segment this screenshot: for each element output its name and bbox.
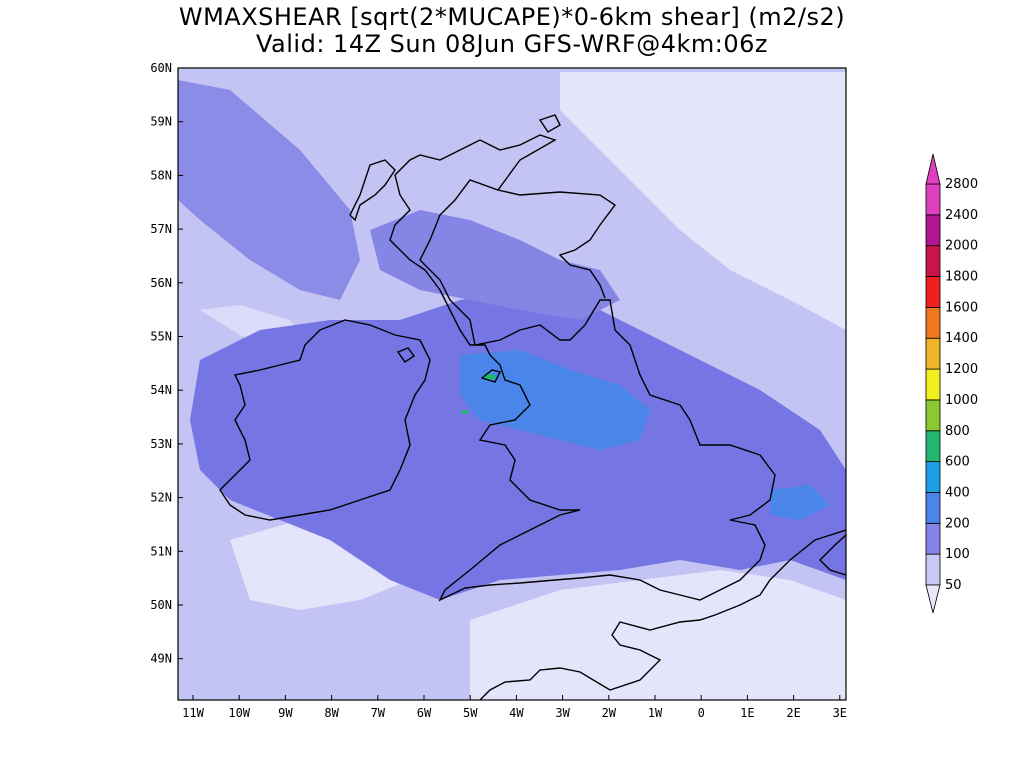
lon-tick-label: 7W [371, 706, 386, 720]
colorbar: 50 100 200 400 600 800 1000 1200 1400 1600 1800 200… [925, 153, 978, 614]
lat-tick-label: 52N [150, 491, 172, 505]
lat-tick-label: 53N [150, 437, 172, 451]
lon-tick-label: 4W [509, 706, 524, 720]
map-subtitle: Valid: 14Z Sun 08Jun GFS-WRF@4km:06z [256, 30, 768, 58]
colorbar-segment [925, 399, 941, 432]
colorbar-segment [925, 461, 941, 493]
lat-tick-label: 54N [150, 383, 172, 397]
map-title: WMAXSHEAR [sqrt(2*MUCAPE)*0-6km shear] (… [178, 3, 846, 31]
lough-neagh [396, 347, 416, 363]
longitude-axis: 11W 10W 9W 8W 7W 6W 5W 4W 3W 2W 1W 0 1E 2E 3E [182, 695, 847, 720]
field-region-blue-small [770, 485, 830, 520]
colorbar-label: 200 [945, 516, 970, 531]
colorbar-segment [925, 245, 941, 277]
colorbar-segment [925, 553, 941, 586]
coastline-great-britain [389, 134, 776, 602]
lon-tick-label: 11W [182, 706, 204, 720]
colorbar-segment [925, 368, 941, 401]
lon-tick-label: 3E [833, 706, 847, 720]
lon-tick-label: 1E [740, 706, 754, 720]
shear-field [178, 68, 846, 700]
lat-tick-label: 51N [150, 544, 172, 558]
lon-tick-label: 3W [555, 706, 570, 720]
lat-tick-label: 50N [150, 598, 172, 612]
coastlines [219, 114, 846, 700]
lon-tick-label: 8W [324, 706, 339, 720]
lat-tick-label: 55N [150, 330, 172, 344]
colorbar-segment [925, 276, 941, 308]
coastline-hebrides [349, 159, 396, 222]
lon-tick-label: 10W [228, 706, 250, 720]
colorbar-label: 1600 [945, 300, 978, 315]
coastline-netherlands [819, 534, 846, 576]
colorbar-upper-arrow [925, 153, 941, 185]
colorbar-label: 2000 [945, 239, 978, 254]
coastline-scotland-east [497, 189, 617, 299]
field-region-light-ne [560, 72, 846, 330]
colorbar-segment [925, 214, 941, 247]
colorbar-label: 100 [945, 547, 970, 562]
field-region-medium-central [190, 290, 846, 600]
colorbar-segment [925, 337, 941, 370]
coastline-ireland [219, 319, 431, 521]
colorbar-label: 2400 [945, 208, 978, 223]
lon-tick-label: 9W [278, 706, 293, 720]
colorbar-segment [925, 183, 941, 216]
lon-tick-label: 2E [786, 706, 800, 720]
colorbar-segment [925, 522, 941, 555]
lon-tick-label: 0 [698, 706, 705, 720]
field-region-light-channel [470, 570, 846, 700]
colorbar-label: 1000 [945, 393, 978, 408]
colorbar-label: 600 [945, 455, 970, 470]
field-region-medium-west [178, 80, 360, 300]
lon-tick-label: 2W [602, 706, 617, 720]
lon-tick-label: 1W [648, 706, 663, 720]
colorbar-segment [925, 306, 941, 339]
coastline-orkney [538, 114, 561, 133]
field-region-green-small [461, 410, 469, 414]
lat-tick-label: 59N [150, 115, 172, 129]
field-region-green [484, 374, 496, 380]
coastline-isle-of-man [480, 369, 502, 383]
latitude-axis: 60N 59N 58N 57N 56N 55N 54N 53N 52N 51N 50N 49N [150, 61, 183, 666]
colorbar-label: 1200 [945, 362, 978, 377]
lon-tick-label: 6W [417, 706, 432, 720]
lat-tick-label: 49N [150, 652, 172, 666]
colorbar-segment [925, 430, 941, 463]
lon-tick-label: 5W [463, 706, 478, 720]
colorbar-segment [925, 492, 941, 524]
field-region-medium-scotland [370, 210, 620, 320]
lat-tick-label: 56N [150, 276, 172, 290]
field-region-blue [460, 350, 650, 450]
colorbar-lower-arrow [925, 584, 941, 614]
coastline-france [479, 529, 846, 700]
colorbar-label: 50 [945, 578, 962, 593]
plot-frame [177, 67, 847, 701]
lat-tick-label: 57N [150, 222, 172, 236]
colorbar-label: 800 [945, 424, 970, 439]
colorbar-label: 2800 [945, 177, 978, 192]
colorbar-label: 400 [945, 485, 970, 500]
lat-tick-label: 60N [150, 61, 172, 75]
colorbar-label: 1400 [945, 331, 978, 346]
lat-tick-label: 58N [150, 168, 172, 182]
colorbar-label: 1800 [945, 270, 978, 285]
